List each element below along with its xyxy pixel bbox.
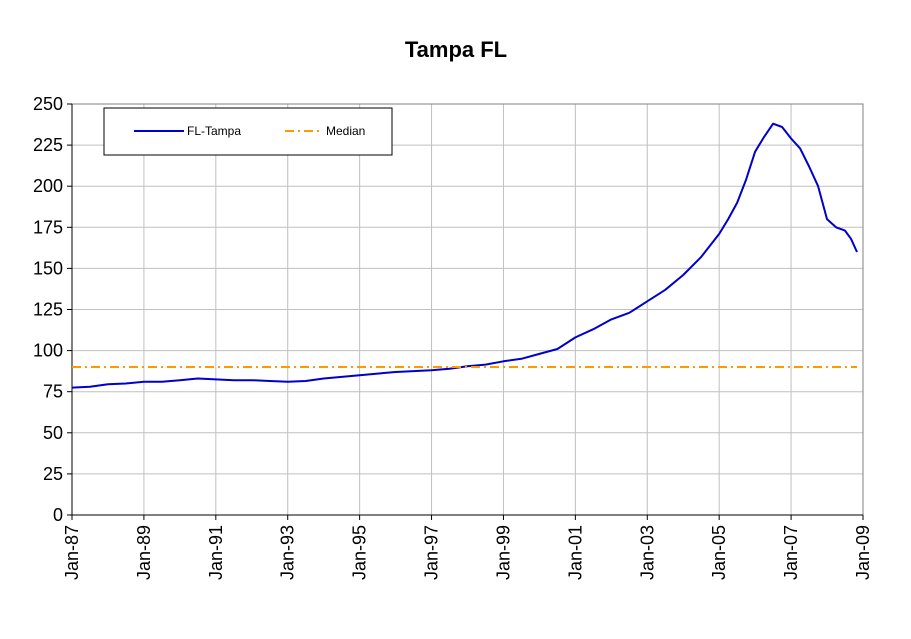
- y-tick-label: 250: [33, 94, 63, 114]
- x-tick-label: Jan-05: [709, 525, 729, 580]
- x-tick-label: Jan-89: [134, 525, 154, 580]
- series-group: [71, 122, 858, 389]
- x-tick-label: Jan-01: [565, 525, 585, 580]
- y-tick-label: 50: [43, 423, 63, 443]
- x-tick-label: Jan-97: [422, 525, 442, 580]
- legend-label-median: Median: [326, 124, 365, 138]
- series-line-fl-tampa: [71, 122, 858, 389]
- y-tick-label: 175: [33, 217, 63, 237]
- x-tick-label: Jan-87: [62, 525, 82, 580]
- x-tick-label: Jan-95: [350, 525, 370, 580]
- y-tick-label: 25: [43, 464, 63, 484]
- chart-title: Tampa FL: [405, 37, 507, 62]
- y-tick-label: 200: [33, 176, 63, 196]
- x-axis: Jan-87 Jan-89 Jan-91 Jan-93 Jan-95 Jan-97 Jan-…: [62, 515, 873, 580]
- y-tick-label: 100: [33, 341, 63, 361]
- y-tick-label: 125: [33, 300, 63, 320]
- x-tick-label: Jan-07: [781, 525, 801, 580]
- legend-label-fl-tampa: FL-Tampa: [187, 124, 241, 138]
- y-tick-label: 0: [53, 505, 63, 525]
- y-tick-label: 75: [43, 382, 63, 402]
- x-tick-label: Jan-03: [637, 525, 657, 580]
- y-tick-label: 150: [33, 258, 63, 278]
- x-tick-label: Jan-99: [493, 525, 513, 580]
- legend: FL-Tampa Median: [103, 107, 393, 156]
- x-tick-label: Jan-09: [853, 525, 873, 580]
- y-axis: 0 25 50 75 100 125 150 175 200 225 250: [33, 94, 72, 525]
- y-tick-label: 225: [33, 135, 63, 155]
- x-tick-label: Jan-93: [278, 525, 298, 580]
- grid: [72, 103, 863, 515]
- x-tick-label: Jan-91: [206, 525, 226, 580]
